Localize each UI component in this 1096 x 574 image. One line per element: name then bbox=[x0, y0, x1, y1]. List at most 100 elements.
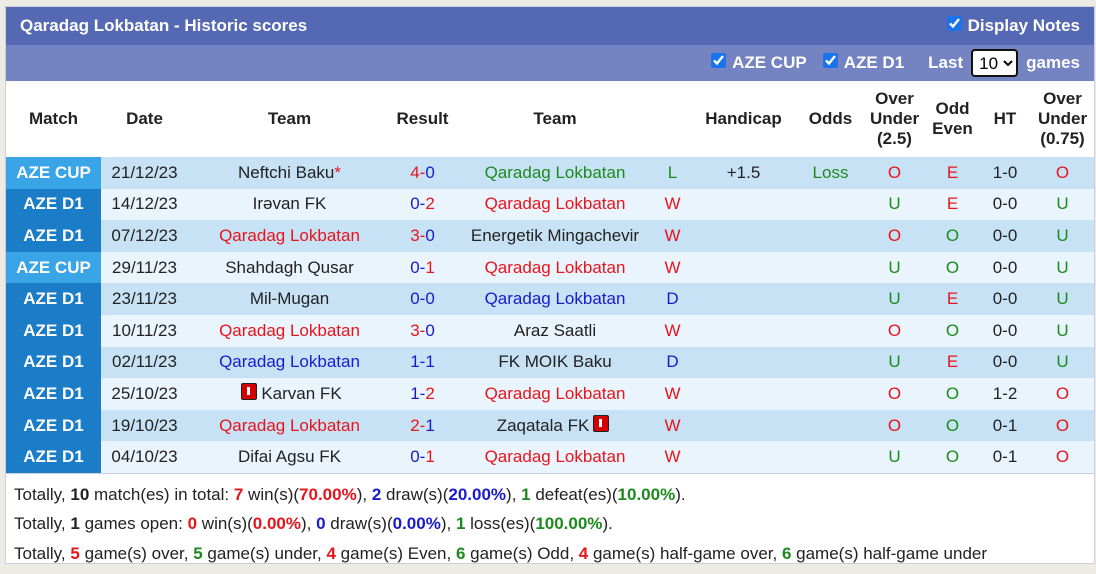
league-cell[interactable]: AZE D1 bbox=[6, 188, 101, 221]
outcome: W bbox=[664, 447, 681, 467]
column-header: Odd Even bbox=[932, 99, 973, 138]
league-cell[interactable]: AZE D1 bbox=[6, 378, 101, 410]
score-separator: - bbox=[419, 352, 426, 372]
result-cell[interactable]: 3-0 bbox=[391, 315, 454, 347]
home-team-cell[interactable]: Karvan FK bbox=[188, 378, 391, 410]
result-cell[interactable]: 0-2 bbox=[391, 189, 454, 221]
home-team-cell[interactable]: Neftchi Baku* bbox=[188, 157, 391, 189]
odd-even: E bbox=[946, 162, 959, 182]
result-cell[interactable]: 4-0 bbox=[391, 157, 454, 189]
home-team-cell[interactable]: Difai Agsu FK bbox=[188, 441, 391, 473]
away-team-cell[interactable]: Araz Saatli bbox=[454, 315, 656, 347]
home-team-cell[interactable]: Qaradag Lokbatan bbox=[188, 410, 391, 442]
filter-aze-d1[interactable]: AZE D1 bbox=[822, 53, 905, 73]
home-team-cell[interactable]: Shahdagh Qusar bbox=[188, 252, 391, 284]
league-cell[interactable]: AZE D1 bbox=[6, 409, 101, 442]
league-cell[interactable]: AZE CUP bbox=[6, 157, 101, 189]
odds-cell bbox=[798, 410, 863, 442]
display-notes-toggle[interactable]: Display Notes bbox=[946, 16, 1080, 36]
summary-segment: 10 bbox=[70, 484, 90, 504]
match-row[interactable]: AZE D1 07/12/23 Qaradag Lokbatan 3-0 Energet… bbox=[6, 220, 1094, 252]
odd-even: O bbox=[945, 383, 960, 403]
match-row[interactable]: AZE D1 25/10/23 Karvan FK 1-2 Qaradag Lokbat… bbox=[6, 378, 1094, 410]
away-team-cell[interactable]: Zaqatala FK bbox=[454, 410, 656, 442]
match-row[interactable]: AZE D1 10/11/23 Qaradag Lokbatan 3-0 Araz Sa… bbox=[6, 314, 1094, 347]
games-count-select[interactable]: 10 bbox=[971, 49, 1019, 77]
filter-aze-cup[interactable]: AZE CUP bbox=[711, 53, 807, 73]
summary-segment: 100.00% bbox=[535, 514, 603, 534]
column-header: Match bbox=[28, 109, 79, 128]
away-team-cell[interactable]: Qaradag Lokbatan bbox=[454, 157, 656, 189]
date-cell: 23/11/23 bbox=[112, 289, 177, 309]
odd-even-cell: O bbox=[926, 378, 979, 410]
home-score: 3 bbox=[410, 320, 420, 340]
aze-d1-label: AZE D1 bbox=[843, 53, 905, 72]
away-team-cell[interactable]: Energetik Mingachevir bbox=[454, 220, 656, 252]
league-cell[interactable]: AZE D1 bbox=[6, 314, 101, 347]
league-cell[interactable]: AZE D1 bbox=[6, 283, 101, 315]
over-under-075-cell: U bbox=[1031, 283, 1094, 315]
summary-segment: game(s) half-game over, bbox=[588, 543, 782, 563]
home-team-cell[interactable]: Mil-Mugan bbox=[188, 283, 391, 315]
match-row[interactable]: AZE D1 23/11/23 Mil-Mugan 0-0 Qaradag Lokbat… bbox=[6, 283, 1094, 315]
odd-even: O bbox=[945, 447, 960, 467]
home-team-cell[interactable]: Qaradag Lokbatan bbox=[188, 315, 391, 347]
summary-line: Totally, 1 games open: 0 win(s)(0.00%), … bbox=[14, 509, 1086, 539]
display-notes-checkbox[interactable] bbox=[946, 16, 962, 31]
away-score: 1 bbox=[425, 352, 435, 372]
result-cell[interactable]: 1-1 bbox=[391, 347, 454, 379]
ht-cell: 0-0 bbox=[992, 352, 1018, 372]
away-team-cell[interactable]: Qaradag Lokbatan bbox=[454, 189, 656, 221]
odd-even-cell: E bbox=[926, 347, 979, 379]
odds-cell bbox=[798, 220, 863, 252]
result-cell[interactable]: 0-0 bbox=[391, 283, 454, 315]
away-team-cell[interactable]: Qaradag Lokbatan bbox=[454, 252, 656, 284]
title-bar: Qaradag Lokbatan - Historic scores Displ… bbox=[6, 7, 1094, 45]
summary-segment: 10.00% bbox=[617, 484, 676, 504]
ht-cell: 0-0 bbox=[992, 257, 1018, 277]
match-row[interactable]: AZE D1 19/10/23 Qaradag Lokbatan 2-1 Zaqatal… bbox=[6, 409, 1094, 442]
header-row: Match Date Team Result Team Handicap Odds Over … bbox=[6, 81, 1094, 157]
league-cell[interactable]: AZE D1 bbox=[6, 346, 101, 379]
home-team-cell[interactable]: Qaradag Lokbatan bbox=[188, 347, 391, 379]
over-under-075: O bbox=[1055, 162, 1070, 182]
match-row[interactable]: AZE D1 04/10/23 Difai Agsu FK 0-1 Qaradag Lo… bbox=[6, 441, 1094, 473]
match-row[interactable]: AZE D1 02/11/23 Qaradag Lokbatan 1-1 FK MOIK… bbox=[6, 346, 1094, 379]
score-separator: - bbox=[419, 257, 426, 277]
away-score: 1 bbox=[425, 415, 435, 435]
aze-d1-checkbox[interactable] bbox=[822, 53, 838, 68]
match-row[interactable]: AZE CUP 29/11/23 Shahdagh Qusar 0-1 Qaradag … bbox=[6, 251, 1094, 284]
ht-cell: 0-0 bbox=[992, 289, 1018, 309]
score-separator: - bbox=[419, 289, 426, 309]
aze-cup-checkbox[interactable] bbox=[711, 53, 727, 68]
match-row[interactable]: AZE D1 14/12/23 Irəvan FK 0-2 Qaradag Lokbat… bbox=[6, 188, 1094, 221]
summary-segment: game(s) half-game under bbox=[791, 543, 988, 563]
historic-scores-panel: Qaradag Lokbatan - Historic scores Displ… bbox=[5, 6, 1095, 564]
result-cell[interactable]: 0-1 bbox=[391, 441, 454, 473]
away-team-cell[interactable]: FK MOIK Baku bbox=[454, 347, 656, 379]
away-team: Qaradag Lokbatan bbox=[484, 194, 626, 214]
odd-even: O bbox=[945, 257, 960, 277]
result-cell[interactable]: 1-2 bbox=[391, 378, 454, 410]
away-team-cell[interactable]: Qaradag Lokbatan bbox=[454, 441, 656, 473]
result-cell[interactable]: 2-1 bbox=[391, 410, 454, 442]
league-cell[interactable]: AZE D1 bbox=[6, 220, 101, 252]
ht-cell: 0-0 bbox=[992, 194, 1018, 214]
match-row[interactable]: AZE CUP 21/12/23 Neftchi Baku* 4-0 Qaradag L… bbox=[6, 157, 1094, 189]
outcome: W bbox=[664, 257, 681, 277]
display-notes-label: Display Notes bbox=[967, 16, 1080, 35]
home-team-cell[interactable]: Irəvan FK bbox=[188, 189, 391, 221]
red-card-icon bbox=[593, 415, 610, 433]
away-team-cell[interactable]: Qaradag Lokbatan bbox=[454, 378, 656, 410]
away-team-cell[interactable]: Qaradag Lokbatan bbox=[454, 283, 656, 315]
league-cell[interactable]: AZE CUP bbox=[6, 251, 101, 284]
away-score: 1 bbox=[425, 447, 435, 467]
home-team-cell[interactable]: Qaradag Lokbatan bbox=[188, 220, 391, 252]
summary-segment: loss(es)( bbox=[465, 514, 536, 534]
outcome: D bbox=[666, 352, 679, 372]
odd-even-cell: O bbox=[926, 410, 979, 442]
summary-segment: 1 bbox=[70, 514, 80, 534]
result-cell[interactable]: 0-1 bbox=[391, 252, 454, 284]
league-cell[interactable]: AZE D1 bbox=[6, 441, 101, 473]
result-cell[interactable]: 3-0 bbox=[391, 220, 454, 252]
